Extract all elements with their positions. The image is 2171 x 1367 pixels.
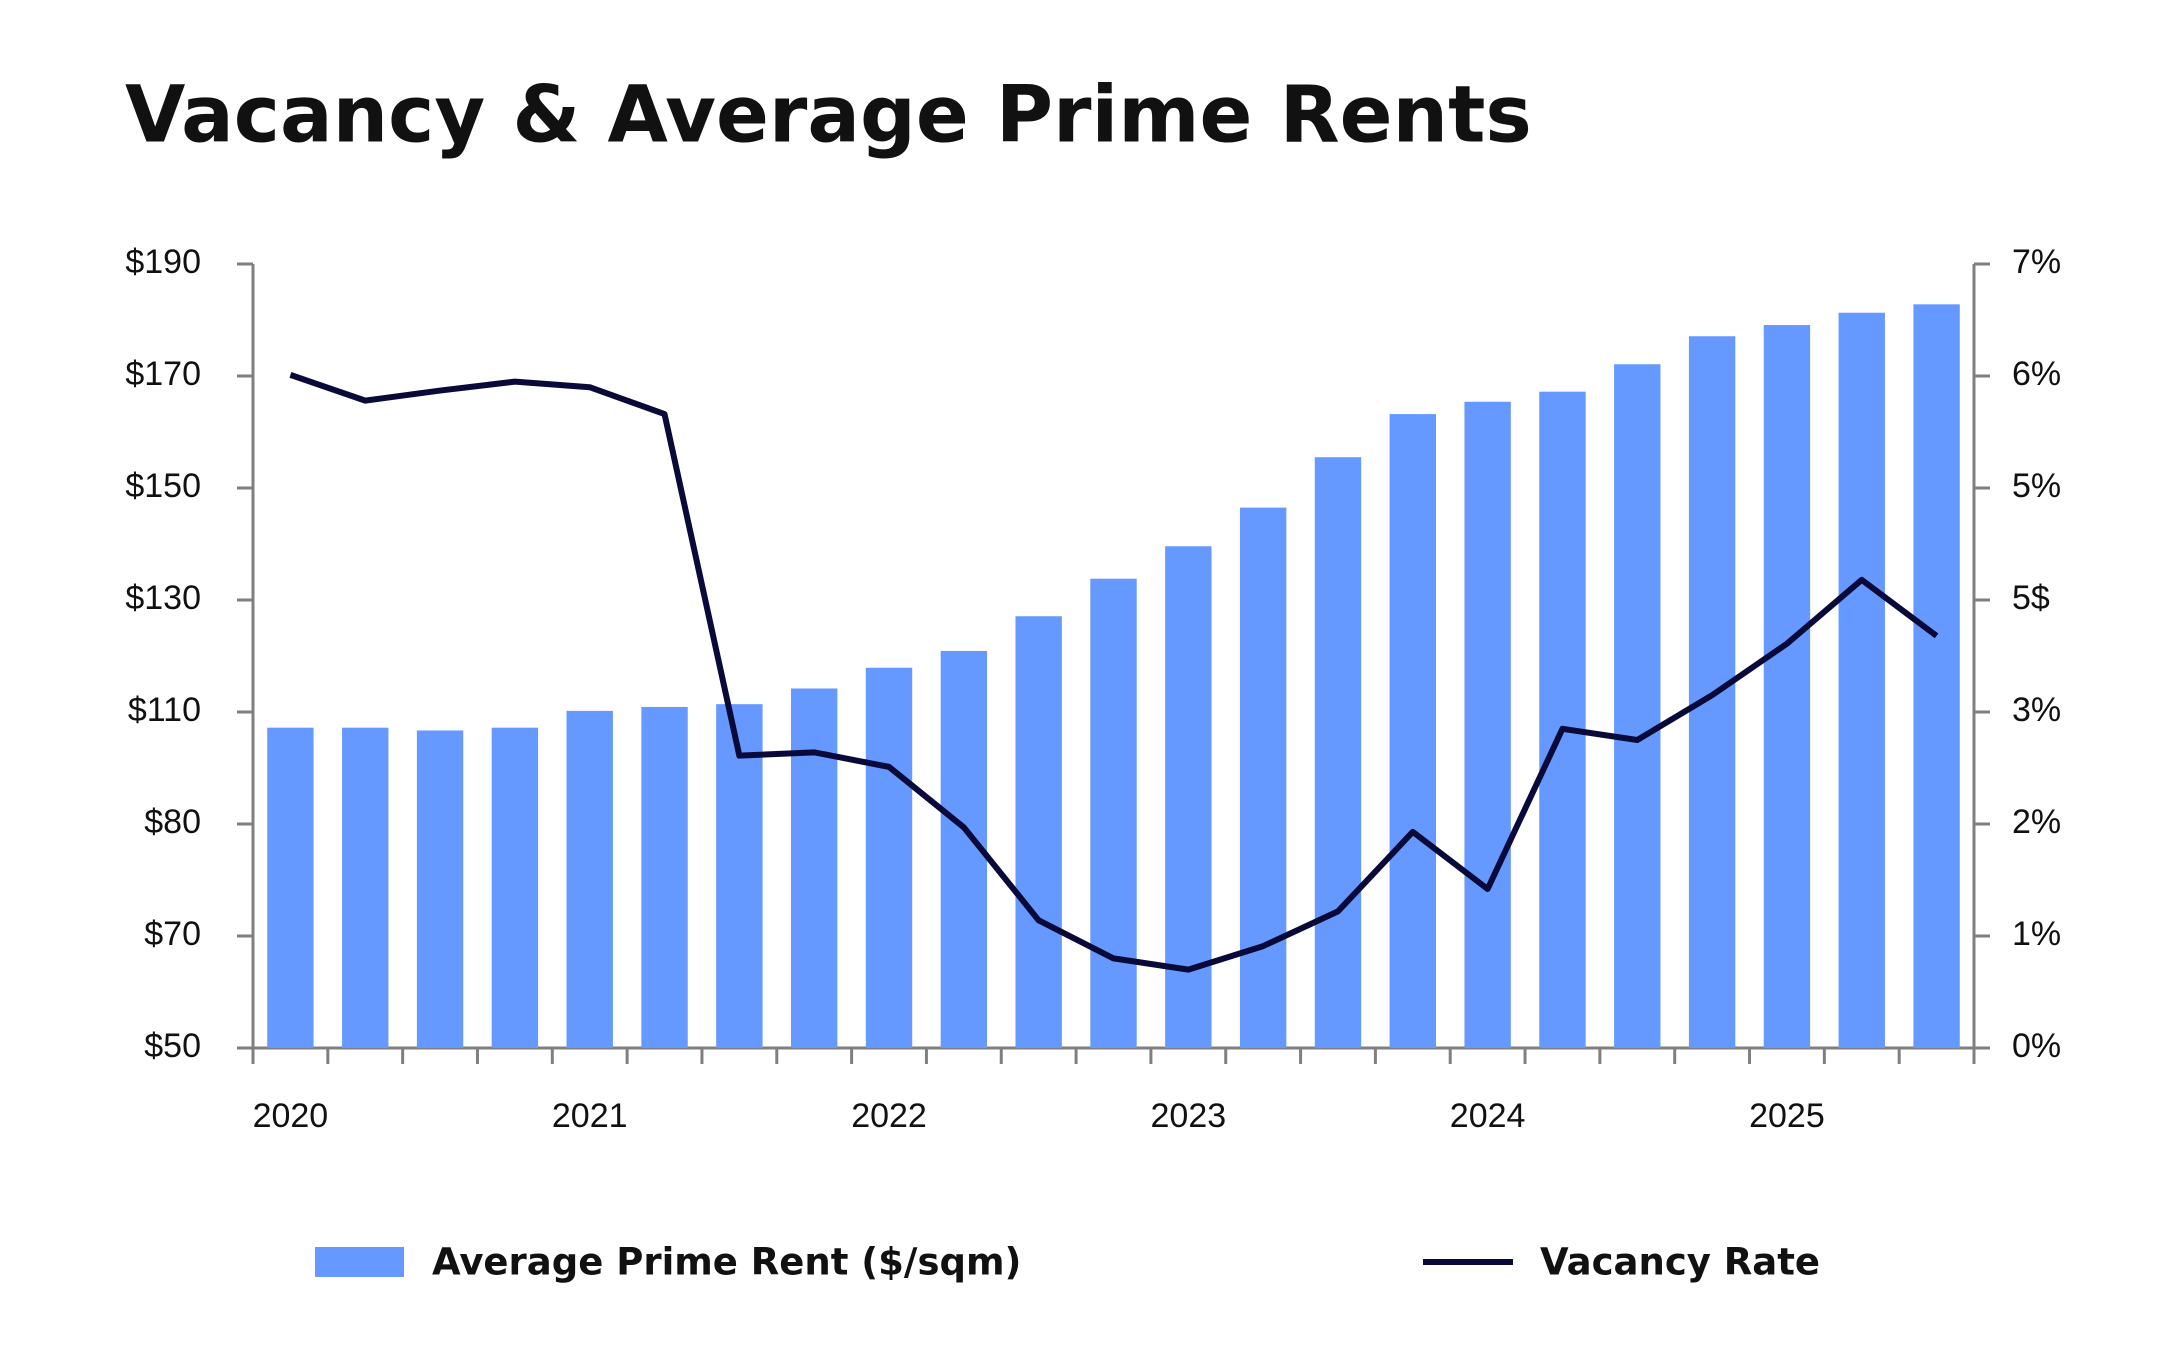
y2-tick-label: 0%: [2012, 1027, 2061, 1065]
bar: [1389, 414, 1437, 1049]
y2-tick-label: 6%: [2012, 355, 2061, 393]
legend-label: Average Prime Rent ($/sqm): [432, 1241, 1021, 1284]
bar: [1464, 401, 1511, 1048]
line-series: [289, 372, 1939, 973]
bar: [566, 710, 613, 1048]
bar: [342, 727, 389, 1048]
bar: [1763, 325, 1811, 1048]
bar: [1090, 578, 1137, 1048]
bar: [865, 667, 913, 1048]
x-tick-label: 2025: [1749, 1097, 1825, 1135]
bar: [1614, 364, 1661, 1048]
bar: [491, 727, 539, 1048]
x-tick-label: 2024: [1450, 1097, 1526, 1135]
y-tick-label: $130: [125, 579, 201, 617]
bar: [790, 688, 838, 1048]
legend-label: Vacancy Rate: [1540, 1241, 1820, 1284]
y-tick-label: $80: [144, 803, 201, 841]
bar: [1838, 312, 1885, 1049]
y-tick-label: $110: [128, 691, 201, 729]
chart-title: Vacancy & Average Prime Rents: [125, 70, 1532, 160]
y-tick-label: $50: [144, 1027, 201, 1065]
bar: [1165, 546, 1212, 1048]
bar: [416, 730, 464, 1048]
legend-swatch: [315, 1247, 404, 1277]
bar: [1239, 507, 1287, 1049]
bar: [1913, 304, 1960, 1048]
bar: [641, 706, 688, 1048]
bar: [1015, 616, 1062, 1048]
y-tick-label: $170: [125, 355, 201, 393]
x-tick-label: 2020: [253, 1097, 329, 1135]
y2-tick-label: 3%: [2012, 691, 2061, 729]
y2-tick-label: 7%: [2012, 243, 2061, 281]
y-tick-label: $190: [125, 243, 201, 281]
y2-tick-label: 5$: [2012, 579, 2050, 617]
bar: [1314, 457, 1362, 1048]
bar: [267, 727, 314, 1048]
y2-tick-label: 5%: [2012, 467, 2061, 505]
x-tick-label: 2022: [851, 1097, 927, 1135]
y-tick-label: $70: [144, 915, 201, 953]
bar: [1539, 391, 1586, 1048]
bar: [716, 704, 763, 1048]
x-tick-label: 2023: [1151, 1097, 1227, 1135]
x-tick-label: 2021: [552, 1097, 628, 1135]
y-tick-label: $150: [125, 467, 201, 505]
y2-tick-label: 1%: [2012, 915, 2061, 953]
y2-tick-label: 2%: [2012, 803, 2061, 841]
